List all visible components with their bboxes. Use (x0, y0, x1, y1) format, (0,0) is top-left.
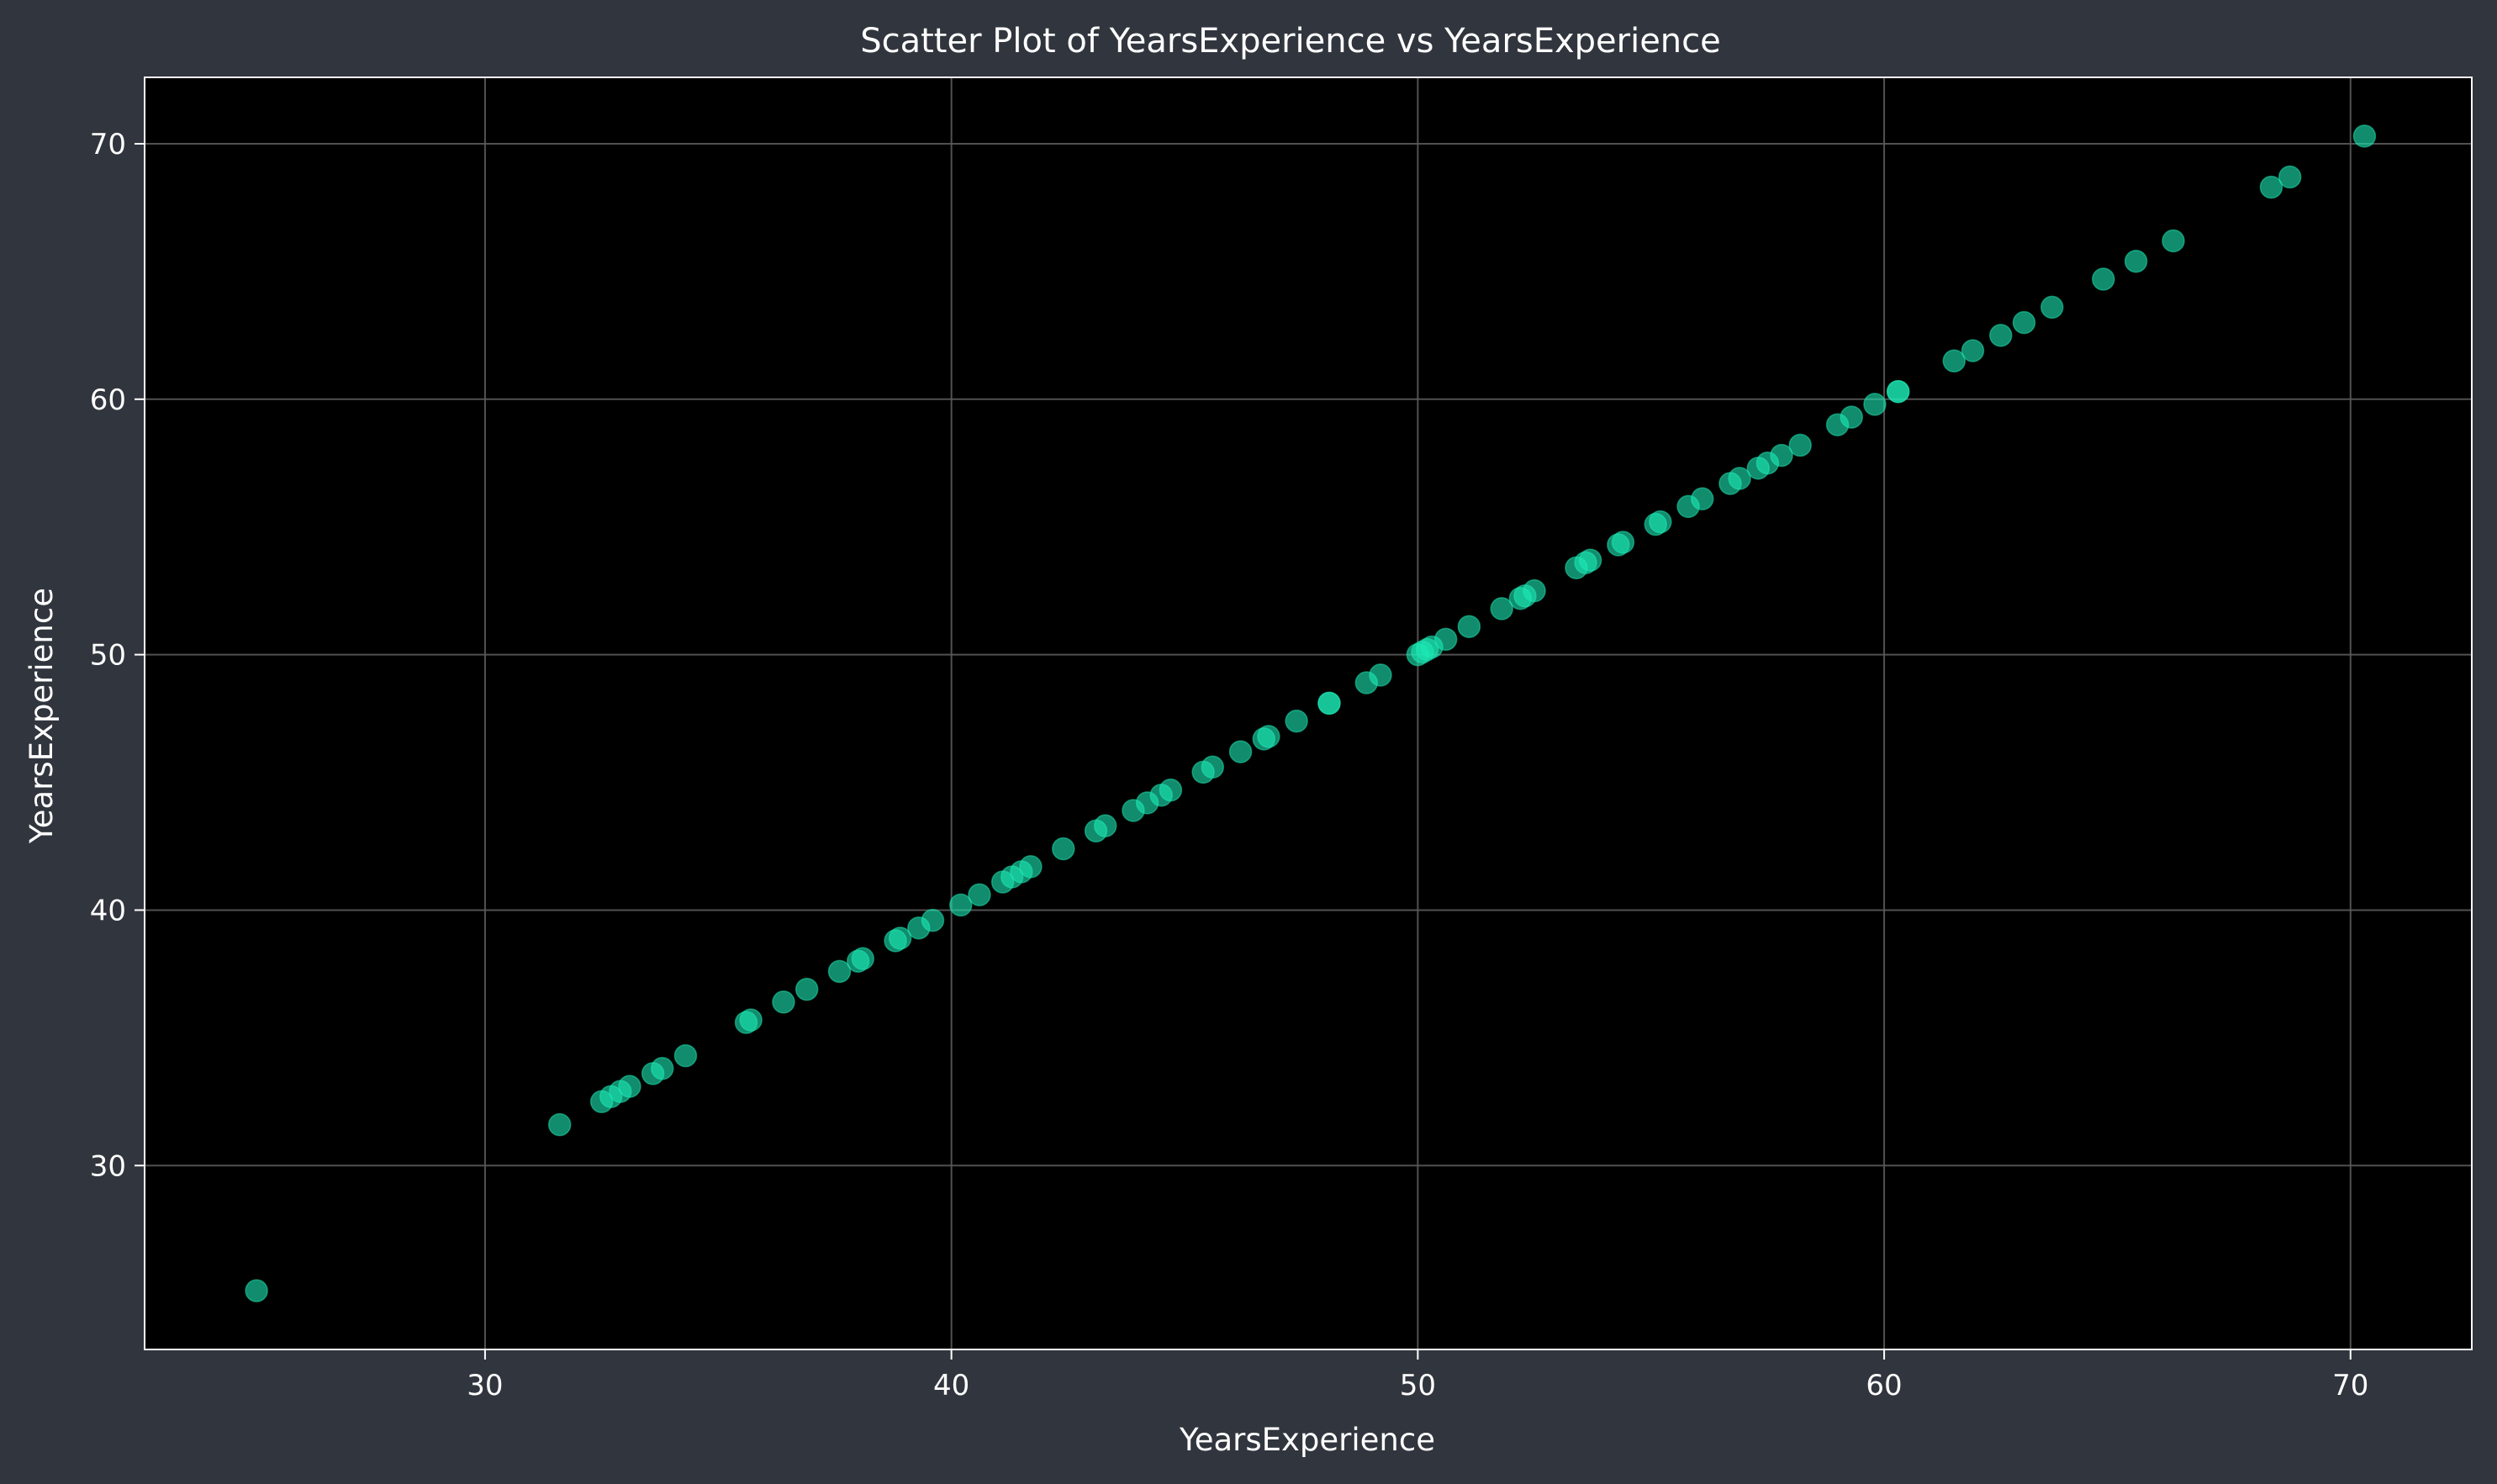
data-point (1433, 627, 1458, 652)
data-point (1201, 755, 1225, 779)
data-point (1649, 510, 1672, 534)
data-point (1457, 615, 1481, 638)
data-point (245, 1279, 268, 1302)
data-point (1788, 433, 1812, 457)
data-point (1093, 814, 1117, 837)
data-point (1019, 855, 1043, 879)
data-point (794, 977, 819, 1001)
data-point (1369, 663, 1392, 687)
data-point (1578, 548, 1602, 572)
data-point (948, 893, 973, 917)
y-axis-ticks: 30 40 50 60 70 (90, 128, 145, 1183)
data-point (2124, 249, 2148, 273)
data-point (1052, 837, 1075, 861)
data-point (1523, 578, 1546, 603)
data-point (1961, 339, 1985, 362)
data-point (2012, 310, 2036, 335)
data-point (1317, 691, 1341, 716)
y-tick-label: 50 (90, 639, 126, 673)
data-point (1159, 778, 1183, 802)
x-tick-label: 60 (1866, 1369, 1902, 1402)
data-point (673, 1043, 698, 1068)
data-point (1840, 405, 1863, 429)
data-point (2352, 124, 2377, 148)
data-point (1988, 324, 2013, 347)
data-point (1728, 467, 1751, 490)
data-point (2259, 175, 2283, 199)
data-point (650, 1057, 674, 1080)
y-axis-label: YearsExperience (24, 588, 60, 844)
data-point (1886, 379, 1910, 404)
data-point (921, 908, 945, 932)
data-point (1490, 597, 1513, 621)
x-axis-ticks: 30 40 50 60 70 (467, 1349, 2368, 1402)
y-tick-label: 40 (90, 894, 126, 927)
data-point (1611, 531, 1635, 554)
data-point (968, 883, 991, 906)
data-point (1690, 487, 1714, 511)
data-point (1257, 725, 1280, 748)
x-tick-label: 30 (467, 1369, 503, 1402)
data-point (1285, 709, 1308, 733)
x-tick-label: 50 (1400, 1369, 1436, 1402)
data-point (1942, 349, 1966, 372)
data-point (2092, 267, 2115, 291)
x-axis-label: YearsExperience (1179, 1422, 1435, 1458)
data-point (772, 990, 795, 1014)
plot-frame (144, 77, 2473, 1350)
plot-area (145, 77, 2472, 1349)
x-tick-label: 70 (2332, 1369, 2368, 1402)
data-point (1863, 393, 1887, 416)
data-point (851, 947, 875, 970)
grid-lines (145, 77, 2472, 1349)
chart-title: Scatter Plot of YearsExperience vs Years… (860, 22, 1721, 61)
data-point (618, 1075, 641, 1098)
data-point (1770, 443, 1793, 467)
data-point (2162, 229, 2185, 253)
x-tick-label: 40 (933, 1369, 969, 1402)
data-point (2278, 165, 2302, 189)
y-tick-label: 30 (90, 1149, 126, 1183)
data-point (827, 959, 852, 984)
data-point (2040, 295, 2064, 320)
y-tick-label: 70 (90, 128, 126, 161)
data-points (245, 124, 2377, 1302)
data-point (547, 1112, 572, 1137)
data-point (739, 1008, 763, 1032)
data-point (1228, 740, 1253, 763)
data-point (888, 927, 912, 950)
y-tick-label: 60 (90, 383, 126, 417)
